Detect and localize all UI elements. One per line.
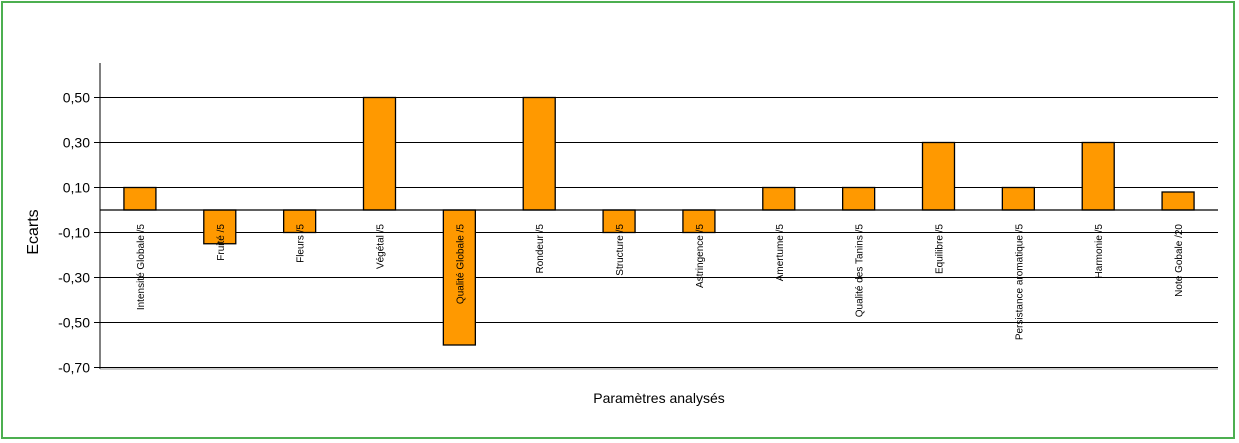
x-tick-label: Persistance aromatique /5 — [1014, 224, 1025, 341]
gridlines — [94, 97, 1218, 368]
x-tick-label: Végétal /5 — [376, 224, 387, 269]
x-axis-label: Paramètres analysés — [593, 390, 725, 406]
x-tick-label: Astringence /5 — [695, 224, 706, 288]
bar — [362, 96, 397, 211]
y-tick-label: -0,50 — [58, 315, 90, 331]
y-axis-label: Ecarts — [25, 209, 42, 254]
y-tick-label: -0,10 — [58, 225, 90, 241]
bars — [123, 96, 1195, 346]
x-tick-label: Fleurs /5 — [296, 224, 307, 263]
bar — [203, 209, 237, 245]
x-tick-label: Equilibre /5 — [935, 224, 946, 274]
x-tick-label: Note Gobale /20 — [1174, 224, 1185, 297]
x-tick-label: Qualité des Tanins /5 — [855, 224, 866, 318]
bar — [442, 209, 477, 346]
y-tick-label: -0,30 — [58, 270, 90, 286]
bar — [762, 186, 796, 211]
bar — [1161, 191, 1195, 211]
y-tick-labels: -0,70 -0,50 -0,30 -0,10 0,10 0,30 0,50 — [58, 90, 90, 376]
x-tick-labels: Intensité Globale /5 Fruité /5 Fleurs /5 Vé… — [136, 224, 1185, 341]
bar — [123, 186, 157, 211]
y-tick-label: 0,10 — [63, 180, 90, 196]
axes — [99, 63, 1218, 370]
y-tick-label: 0,30 — [63, 135, 90, 151]
x-tick-label: Fruité /5 — [216, 224, 227, 261]
bar — [841, 186, 876, 211]
x-tick-label: Qualité Globale /5 — [455, 224, 466, 304]
bar — [921, 141, 956, 211]
x-tick-label: Rondeur /5 — [535, 224, 546, 274]
x-tick-label: Structure /5 — [615, 224, 626, 276]
bar — [1081, 141, 1115, 211]
y-tick-label: 0,50 — [63, 90, 90, 106]
bar — [1001, 186, 1036, 211]
x-tick-label: Intensité Globale /5 — [136, 224, 147, 311]
x-tick-label: Amertume /5 — [775, 224, 786, 282]
bar — [522, 96, 556, 211]
x-tick-label: Harmonie /5 — [1094, 224, 1105, 279]
y-tick-label: -0,70 — [58, 360, 90, 376]
